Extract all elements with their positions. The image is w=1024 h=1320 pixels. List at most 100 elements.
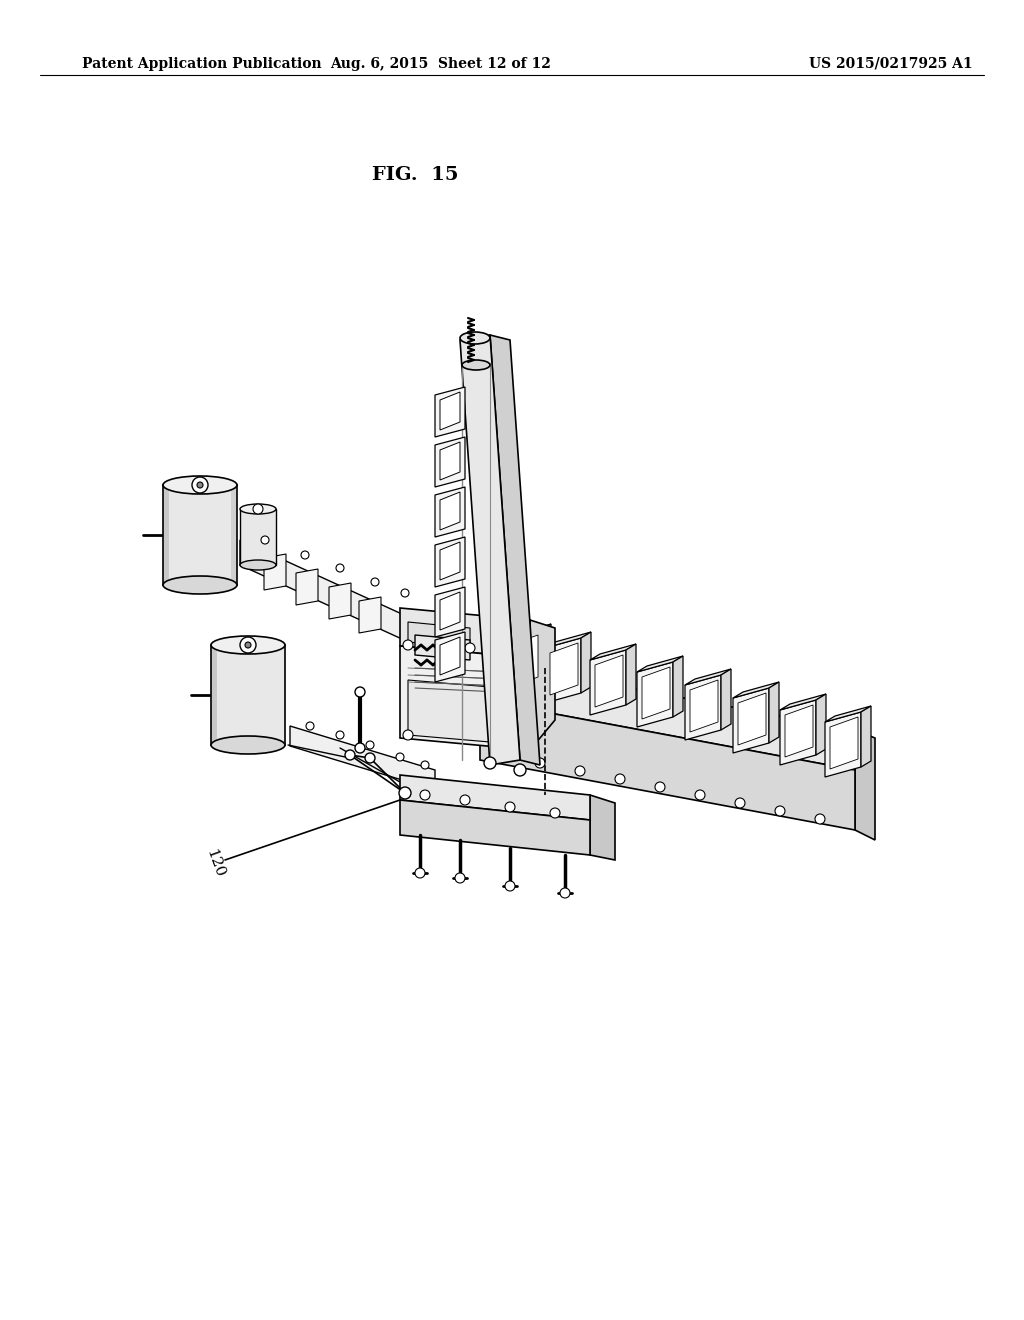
Circle shape	[240, 638, 256, 653]
Circle shape	[455, 873, 465, 883]
Polygon shape	[825, 711, 861, 777]
Polygon shape	[163, 484, 169, 585]
Circle shape	[253, 504, 263, 513]
Circle shape	[399, 787, 411, 799]
Text: US 2015/0217925 A1: US 2015/0217925 A1	[809, 57, 973, 71]
Polygon shape	[440, 543, 460, 579]
Ellipse shape	[460, 333, 490, 345]
Polygon shape	[415, 635, 470, 660]
Polygon shape	[590, 649, 626, 715]
Polygon shape	[855, 730, 874, 840]
Circle shape	[695, 789, 705, 800]
Polygon shape	[480, 660, 855, 770]
Circle shape	[550, 808, 560, 818]
Circle shape	[505, 803, 515, 812]
Polygon shape	[211, 645, 217, 744]
Circle shape	[366, 741, 374, 748]
Polygon shape	[595, 655, 623, 708]
Polygon shape	[816, 694, 826, 755]
Polygon shape	[642, 667, 670, 719]
Circle shape	[403, 730, 413, 741]
Circle shape	[261, 536, 269, 544]
Polygon shape	[637, 656, 683, 672]
Circle shape	[415, 869, 425, 878]
Circle shape	[465, 643, 475, 653]
Polygon shape	[435, 437, 465, 487]
Polygon shape	[626, 644, 636, 705]
Polygon shape	[408, 622, 470, 648]
Polygon shape	[359, 597, 381, 634]
Polygon shape	[545, 638, 581, 704]
Polygon shape	[721, 669, 731, 730]
Polygon shape	[440, 392, 460, 430]
Polygon shape	[825, 706, 871, 722]
Text: 120: 120	[204, 847, 226, 879]
Circle shape	[371, 578, 379, 586]
Polygon shape	[264, 554, 286, 590]
Ellipse shape	[163, 576, 237, 594]
Circle shape	[193, 477, 208, 492]
Circle shape	[355, 686, 365, 697]
Polygon shape	[780, 700, 816, 766]
Polygon shape	[435, 537, 465, 587]
Circle shape	[420, 789, 430, 800]
Circle shape	[560, 888, 570, 898]
Polygon shape	[240, 540, 415, 645]
Polygon shape	[769, 682, 779, 743]
Circle shape	[735, 799, 745, 808]
Polygon shape	[435, 632, 465, 682]
Circle shape	[355, 743, 365, 752]
Polygon shape	[550, 643, 578, 696]
Polygon shape	[440, 442, 460, 480]
Ellipse shape	[462, 360, 490, 370]
Polygon shape	[440, 492, 460, 531]
Circle shape	[815, 814, 825, 824]
Polygon shape	[435, 387, 465, 437]
Polygon shape	[490, 335, 540, 766]
Polygon shape	[780, 694, 826, 710]
Circle shape	[505, 880, 515, 891]
Polygon shape	[231, 484, 237, 585]
Text: Patent Application Publication: Patent Application Publication	[82, 57, 322, 71]
Polygon shape	[400, 775, 590, 820]
Polygon shape	[590, 795, 615, 861]
Circle shape	[336, 564, 344, 572]
Polygon shape	[240, 510, 276, 565]
Ellipse shape	[240, 504, 276, 513]
Polygon shape	[440, 591, 460, 630]
Text: Aug. 6, 2015  Sheet 12 of 12: Aug. 6, 2015 Sheet 12 of 12	[330, 57, 551, 71]
Circle shape	[495, 750, 505, 760]
Polygon shape	[738, 693, 766, 744]
Circle shape	[306, 722, 314, 730]
Polygon shape	[581, 632, 591, 693]
Circle shape	[575, 766, 585, 776]
Polygon shape	[505, 630, 541, 696]
Circle shape	[401, 589, 409, 597]
Circle shape	[336, 731, 344, 739]
Polygon shape	[505, 624, 551, 640]
Circle shape	[345, 750, 355, 760]
Polygon shape	[830, 717, 858, 770]
Polygon shape	[785, 705, 813, 756]
Circle shape	[655, 781, 665, 792]
Polygon shape	[400, 800, 590, 855]
Polygon shape	[460, 335, 520, 766]
Polygon shape	[685, 669, 731, 685]
Circle shape	[396, 752, 404, 762]
Polygon shape	[690, 680, 718, 733]
Polygon shape	[685, 675, 721, 741]
Ellipse shape	[211, 636, 285, 653]
Polygon shape	[211, 645, 285, 744]
Circle shape	[535, 758, 545, 768]
Circle shape	[245, 642, 251, 648]
Ellipse shape	[163, 477, 237, 494]
Circle shape	[421, 762, 429, 770]
Polygon shape	[480, 700, 855, 830]
Circle shape	[460, 795, 470, 805]
Polygon shape	[400, 609, 530, 657]
Circle shape	[197, 482, 203, 488]
Polygon shape	[408, 680, 525, 744]
Polygon shape	[400, 645, 530, 750]
Polygon shape	[733, 688, 769, 752]
Polygon shape	[296, 569, 318, 605]
